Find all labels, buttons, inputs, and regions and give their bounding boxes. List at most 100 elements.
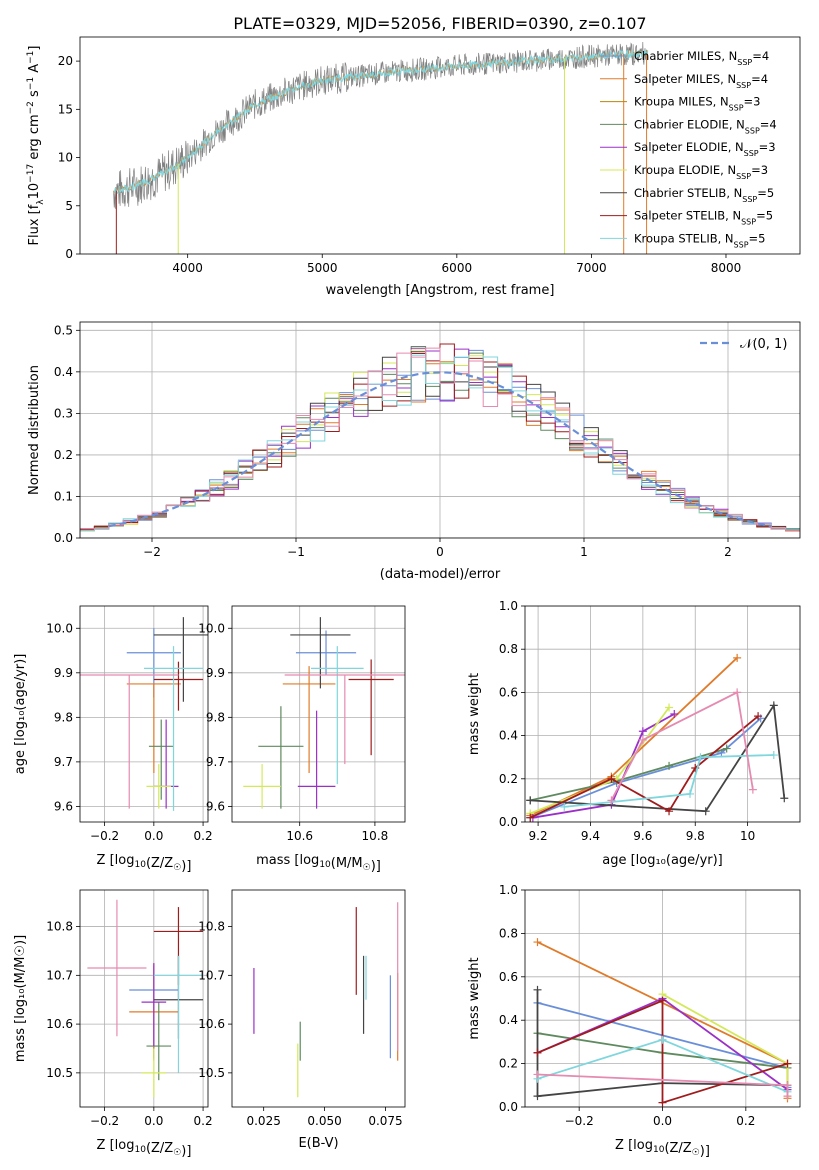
x-tick-label: −0.2 <box>90 1114 119 1128</box>
x-axis-label: E(B-V) <box>298 1136 338 1151</box>
x-axis-label: age [log₁₀(age/yr)] <box>602 853 723 868</box>
y-tick-label: 1.0 <box>499 883 518 897</box>
x-tick-label: 0.0 <box>144 1114 163 1128</box>
weight-marker <box>670 710 679 718</box>
y-tick-label: 10.8 <box>46 920 73 934</box>
weight-marker <box>658 1098 667 1107</box>
y-tick-label: 15 <box>58 102 73 116</box>
y-tick-label: 10.0 <box>198 621 225 635</box>
y-tick-label: 10.5 <box>198 1066 225 1080</box>
weight-line <box>530 702 786 813</box>
weight-line <box>537 999 788 1104</box>
plot-area-weight_vs_age <box>525 606 800 822</box>
weight-marker <box>533 985 542 994</box>
x-axis-label: mass [log10(M/M☉)] <box>256 853 381 874</box>
panel-spectrum: 4000 5000 6000 7000 8000 0 5 10 15 20 wavelength [… <box>26 36 801 298</box>
x-tick-label: 7000 <box>576 261 607 275</box>
y-tick-label: 0.4 <box>499 1013 518 1027</box>
weight-marker <box>658 996 667 1005</box>
y-tick-label: 0.8 <box>499 642 518 656</box>
axes-frame <box>231 605 406 823</box>
axes-frame <box>231 889 406 1108</box>
panel-residuals: −2 −1 0 1 2 0.0 0.1 0.2 0.3 0.4 0.5 (data-model)/er… <box>27 321 801 582</box>
x-tick-label: 0.0 <box>144 829 163 843</box>
panel-age_vs_mass: 10.6 10.8 9.6 9.7 9.8 9.9 10.0 mass [log10(M/M☉… <box>198 605 406 874</box>
x-tick-label: 4000 <box>172 261 203 275</box>
gaussian-curve <box>108 371 772 528</box>
y-tick-label: 0.4 <box>499 729 518 743</box>
error-bar-point <box>153 719 179 809</box>
x-axis-label: Z [log10(Z/Z☉)] <box>97 1138 192 1159</box>
axes-frame <box>79 36 801 255</box>
x-tick-label: 5000 <box>307 261 338 275</box>
y-tick-label: 0.4 <box>54 365 73 379</box>
x-tick-label: −2 <box>143 545 161 559</box>
y-tick-label: 0 <box>65 247 73 261</box>
error-bar-point <box>87 899 147 1037</box>
error-bar-point <box>258 706 304 809</box>
y-axis-label: age [log₁₀(age/yr)] <box>13 654 28 775</box>
y-tick-label: 0.0 <box>499 815 518 829</box>
panel-mass_vs_ebv: 0.025 0.050 0.075 10.5 10.6 10.7 10.8 E(B-V) <box>198 889 406 1151</box>
weight-marker <box>769 751 778 760</box>
y-tick-label: 9.8 <box>54 710 73 724</box>
weight-marker <box>665 807 674 816</box>
legend-entry: Chabrier STELIB, NSSP=5 <box>634 186 774 204</box>
x-axis-label: wavelength [Angstrom, rest frame] <box>326 283 555 298</box>
spectrum-model-line <box>113 48 649 194</box>
y-tick-label: 9.7 <box>54 755 73 769</box>
plot-area-weight_vs_Z <box>525 890 800 1107</box>
weight-marker <box>754 712 763 721</box>
y-axis-label: Flux [fλ10−17 erg cm−2 s−1 A−1] <box>26 46 46 246</box>
x-tick-label: 8000 <box>711 261 742 275</box>
error-bar-point <box>284 674 405 765</box>
x-tick-label: 0.025 <box>246 1114 280 1128</box>
y-axis-label: mass [log₁₀(M/M☉)] <box>13 935 28 1062</box>
error-bar-point <box>348 659 394 756</box>
x-tick-label: −0.2 <box>90 829 119 843</box>
x-tick-label: 9.2 <box>529 829 548 843</box>
spectrum-data-line <box>113 41 649 209</box>
x-tick-label: 10.8 <box>362 829 389 843</box>
weight-marker <box>526 813 535 822</box>
weight-marker <box>533 1048 542 1057</box>
plot-area-age_vs_Z <box>80 606 208 822</box>
y-tick-label: 20 <box>58 54 73 68</box>
weight-marker <box>748 785 757 794</box>
error-bar-point <box>146 764 172 809</box>
weight-marker <box>560 802 569 811</box>
error-bar-point <box>144 646 204 811</box>
plot-area-residuals <box>80 322 800 538</box>
y-tick-label: 0.6 <box>499 685 518 699</box>
y-tick-label: 10.0 <box>46 621 73 635</box>
weight-marker <box>783 1092 792 1101</box>
plot-area-mass_vs_ebv <box>253 902 399 1098</box>
x-axis-label: Z [log10(Z/Z☉)] <box>615 1138 710 1159</box>
x-tick-label: 9.6 <box>633 829 652 843</box>
error-bar-point <box>295 630 357 676</box>
x-tick-label: 2 <box>724 545 732 559</box>
plot-area-mass_vs_Z <box>80 890 208 1107</box>
y-tick-label: 0.6 <box>499 970 518 984</box>
weight-marker <box>638 735 647 744</box>
x-tick-label: 10.6 <box>286 829 313 843</box>
weight-marker <box>686 789 694 798</box>
legend-entry: Salpeter ELODIE, NSSP=3 <box>634 140 776 158</box>
weight-marker <box>665 761 674 770</box>
y-tick-label: 0.0 <box>54 531 73 545</box>
error-bar-point <box>297 710 336 809</box>
y-tick-label: 9.9 <box>206 666 225 680</box>
error-bar-point <box>282 666 336 774</box>
y-tick-label: 10.8 <box>198 920 225 934</box>
panel-age_vs_Z: −0.2 0.0 0.2 9.6 9.7 9.8 9.9 10.0 Z [log10(Z/Z☉)… <box>13 605 213 874</box>
x-axis-label: (data-model)/error <box>380 567 501 582</box>
y-tick-label: 10.6 <box>198 1017 225 1031</box>
error-bar-point <box>148 719 174 800</box>
weight-line <box>536 989 788 1098</box>
weight-marker <box>783 1081 792 1090</box>
legend-entry: Chabrier MILES, NSSP=4 <box>634 49 769 67</box>
weight-marker <box>665 703 674 712</box>
weight-marker <box>783 1059 792 1068</box>
y-tick-label: 0.8 <box>499 926 518 940</box>
error-bar-point <box>153 661 204 711</box>
